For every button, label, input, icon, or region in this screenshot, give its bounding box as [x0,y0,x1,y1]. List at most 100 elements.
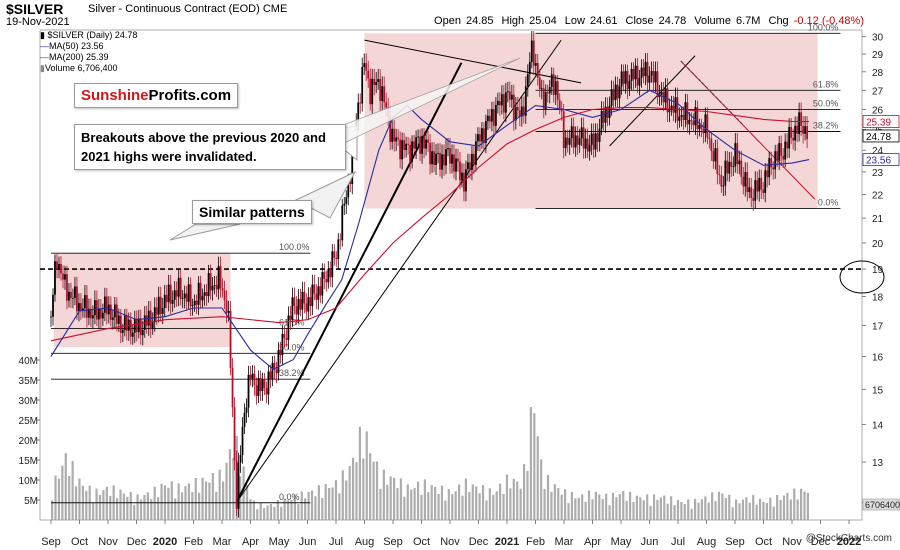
candle-body [203,292,206,296]
candle-body [664,88,667,103]
candle-body [806,126,809,140]
candle-body [423,136,425,149]
candle-body [425,139,427,149]
candle-body [467,162,469,170]
low-value: 24.61 [589,15,618,27]
candle-body [223,290,226,301]
candle-body [58,263,60,269]
volume-bar [423,479,426,520]
candle-body [526,74,529,87]
candle-body [261,379,264,392]
volume-bar [731,507,734,520]
candle-body [153,307,156,323]
volume-bar [714,501,717,520]
candle-body [778,143,781,161]
volume-bar [444,500,447,520]
volume-bar [256,509,259,520]
candle-body [439,152,441,170]
volume-bar [639,497,642,520]
volume-bar [150,499,153,520]
candle-body [532,40,535,66]
candle-body [287,315,290,340]
volume-bar [204,481,208,520]
volume-bar [410,489,413,520]
candle-body [758,177,761,192]
volume-bar [512,478,515,520]
candle-body [624,70,627,84]
candle-body [550,74,553,88]
candle-body [688,119,691,125]
volume-bar [133,504,136,520]
trendline-long [235,39,562,504]
candle-body [742,176,745,187]
candle-body [167,284,170,303]
volume-bar [488,488,491,520]
candle-body [107,304,110,315]
candle-body [612,89,615,101]
volume-bar [683,504,686,520]
candle-body [359,102,362,104]
candle-body [347,181,350,198]
candle-body [213,285,216,286]
volume-tag-label: 6706400 [865,500,900,510]
candle-body [365,63,368,71]
volume-bar [413,488,416,520]
candle-body [109,304,112,320]
candle-body [622,71,625,84]
candle-body [419,136,421,154]
candle-body [469,162,471,171]
volume-bar [191,492,194,520]
volume-bar [632,501,635,520]
candle-body [90,308,92,319]
candle-body [285,338,288,340]
candle-body [333,251,336,258]
candle-body [670,105,673,109]
volume-bar [748,502,751,520]
candle-body [716,148,719,175]
candle-body [159,296,162,314]
volume-bar [478,493,481,520]
candle-body [323,272,326,279]
candle-body [247,374,250,408]
candle-body [259,377,262,392]
candle-body [357,102,360,122]
volume-bar [779,499,782,520]
volume-bar [437,493,440,520]
volume-bar [334,480,338,520]
volume-bar [355,462,358,520]
low-label: Low [564,15,585,27]
candle-body [738,160,741,165]
candle-body [335,257,338,260]
candle-body [630,68,633,81]
volume-bar [649,505,652,520]
price-tag-label: 25.39 [866,118,891,129]
volume-bar [526,471,529,520]
candle-body [473,153,475,165]
close-label: Close [625,15,654,27]
volume-bar [806,492,810,520]
y-axis-tick-label: 29 [872,50,884,61]
volume-bar [475,486,478,520]
volume-bar [793,488,796,520]
volume-bar [95,488,98,520]
candle-body [696,107,699,130]
y-axis-tick-label: 15 [872,385,884,396]
volume-bar [139,499,143,520]
x-axis-tick-label: Oct [413,536,430,548]
volume-bar [724,498,727,520]
volume-bar [92,502,95,520]
candle-body [307,297,310,312]
candle-body [718,174,721,176]
candle-body [730,161,733,167]
candle-body [341,205,344,241]
candle-body [317,286,320,300]
candle-body [135,318,138,333]
volume-bar [543,488,546,520]
candle-body [255,385,258,397]
candle-body [411,141,413,162]
volume-bar [194,478,197,520]
volume-bar [687,499,690,520]
volume-bar [300,491,303,520]
candle-body [315,293,318,300]
change-label: Chg [768,15,789,27]
